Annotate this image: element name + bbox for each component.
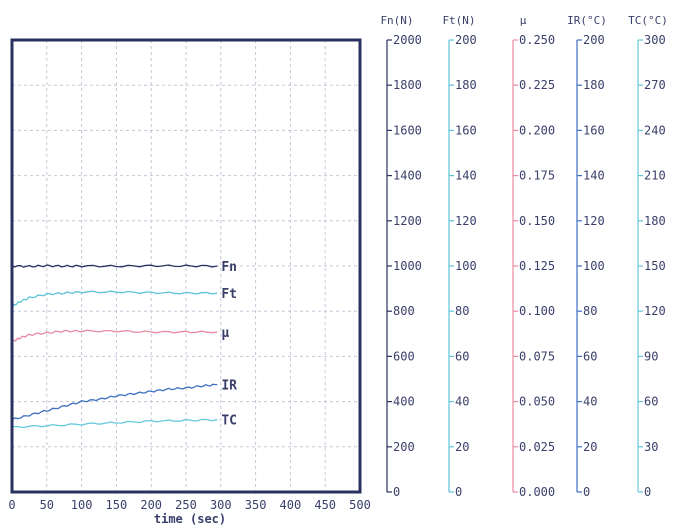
x-tick-label: 100 <box>71 498 93 512</box>
x-tick-label: 450 <box>314 498 336 512</box>
y-tick-label-ft: 40 <box>455 395 469 409</box>
y-tick-label-mu: 0.125 <box>519 259 555 273</box>
series-lines: Fn Ft μ IR TC <box>11 260 237 429</box>
y-tick-label-ir: 100 <box>583 259 605 273</box>
y-axis-tc: TC(°C) 0 30 60 90 120 150 180 210 240 270 300 <box>628 14 668 499</box>
y-tick-label-ir: 160 <box>583 123 605 137</box>
y-tick-label-tc: 150 <box>644 259 666 273</box>
y-tick-label-ir: 20 <box>583 440 597 454</box>
y-tick-label-mu: 0.000 <box>519 485 555 499</box>
y-tick-label-tc: 30 <box>644 440 658 454</box>
series-label-mu: μ <box>221 326 229 341</box>
y-tick-label-ir: 180 <box>583 78 605 92</box>
x-axis: 0 50 100 150 200 250 300 350 400 450 500 <box>8 498 370 512</box>
series-line-ft <box>11 290 218 308</box>
y-tick-label-tc: 210 <box>644 169 666 183</box>
y-tick-label-tc: 60 <box>644 395 658 409</box>
y-tick-label-ft: 60 <box>455 349 469 363</box>
y-tick-label-ft: 180 <box>455 78 477 92</box>
y-tick-label-fn: 1800 <box>393 78 422 92</box>
x-tick-label: 400 <box>280 498 302 512</box>
y-tick-label-tc: 90 <box>644 349 658 363</box>
y-tick-label-mu: 0.200 <box>519 123 555 137</box>
series-label-tc: TC <box>221 414 237 429</box>
x-tick-label: 200 <box>140 498 162 512</box>
series-line-tc <box>11 418 218 429</box>
y-axis-fn: Fn(N) 0 200 400 600 800 1000 1200 1400 1600 1800 20… <box>380 14 421 499</box>
grid <box>12 40 360 492</box>
y-tick-label-mu: 0.100 <box>519 304 555 318</box>
y-axis-header-fn: Fn(N) <box>380 14 413 27</box>
y-tick-label-fn: 400 <box>393 395 415 409</box>
y-tick-label-fn: 0 <box>393 485 400 499</box>
y-tick-label-tc: 120 <box>644 304 666 318</box>
y-tick-label-fn: 2000 <box>393 33 422 47</box>
y-axis-ft: Ft(N) 0 20 40 60 80 100 120 140 160 180 200 <box>442 14 476 499</box>
y-tick-label-mu: 0.175 <box>519 169 555 183</box>
y-axis-header-ir: IR(°C) <box>567 14 607 27</box>
y-tick-label-ft: 120 <box>455 214 477 228</box>
x-tick-label: 250 <box>175 498 197 512</box>
y-tick-label-mu: 0.075 <box>519 349 555 363</box>
y-tick-label-fn: 600 <box>393 349 415 363</box>
x-tick-label: 500 <box>349 498 371 512</box>
x-tick-label: 300 <box>210 498 232 512</box>
y-tick-label-ir: 80 <box>583 304 597 318</box>
y-tick-label-ir: 120 <box>583 214 605 228</box>
y-tick-label-ft: 200 <box>455 33 477 47</box>
y-tick-label-ir: 40 <box>583 395 597 409</box>
y-tick-label-mu: 0.150 <box>519 214 555 228</box>
y-tick-label-ft: 160 <box>455 123 477 137</box>
series-label-ir: IR <box>221 379 237 394</box>
y-tick-label-tc: 180 <box>644 214 666 228</box>
x-tick-label: 350 <box>245 498 267 512</box>
series-label-ft: Ft <box>221 287 237 302</box>
y-tick-label-fn: 1000 <box>393 259 422 273</box>
y-axis-header-ft: Ft(N) <box>442 14 475 27</box>
y-tick-label-ft: 100 <box>455 259 477 273</box>
y-tick-label-ir: 60 <box>583 349 597 363</box>
y-tick-label-fn: 800 <box>393 304 415 318</box>
plot-frame <box>10 38 362 494</box>
series-label-fn: Fn <box>221 260 237 275</box>
x-tick-label: 150 <box>106 498 128 512</box>
y-axis-header-mu: μ <box>520 14 527 27</box>
x-axis-label: time (sec) <box>154 512 226 526</box>
y-tick-label-ir: 0 <box>583 485 590 499</box>
y-tick-label-tc: 0 <box>644 485 651 499</box>
y-tick-label-ir: 140 <box>583 169 605 183</box>
y-tick-label-ir: 200 <box>583 33 605 47</box>
y-tick-label-tc: 270 <box>644 78 666 92</box>
y-tick-label-tc: 240 <box>644 123 666 137</box>
y-tick-label-mu: 0.025 <box>519 440 555 454</box>
y-tick-label-tc: 300 <box>644 33 666 47</box>
y-axis-ir: IR(°C) 0 20 40 60 80 100 120 140 160 180 200 <box>567 14 607 499</box>
series-line-ir <box>11 383 218 421</box>
y-tick-label-fn: 200 <box>393 440 415 454</box>
y-tick-label-fn: 1200 <box>393 214 422 228</box>
y-tick-label-fn: 1600 <box>393 123 422 137</box>
y-tick-label-ft: 20 <box>455 440 469 454</box>
y-tick-label-ft: 80 <box>455 304 469 318</box>
y-tick-label-ft: 0 <box>455 485 462 499</box>
series-line-fn <box>11 264 218 268</box>
y-tick-label-mu: 0.250 <box>519 33 555 47</box>
y-tick-label-fn: 1400 <box>393 169 422 183</box>
y-axis-header-tc: TC(°C) <box>628 14 668 27</box>
y-tick-label-mu: 0.225 <box>519 78 555 92</box>
y-axis-mu: μ 0.000 0.025 0.050 0.075 0.100 0.125 0.150 0.17… <box>512 14 555 499</box>
y-tick-label-ft: 140 <box>455 169 477 183</box>
y-tick-label-mu: 0.050 <box>519 395 555 409</box>
x-tick-label: 50 <box>40 498 54 512</box>
series-line-mu <box>11 329 218 344</box>
x-tick-label: 0 <box>8 498 15 512</box>
y-axes: Fn(N)02004006008001000120014001600180020… <box>380 14 667 499</box>
